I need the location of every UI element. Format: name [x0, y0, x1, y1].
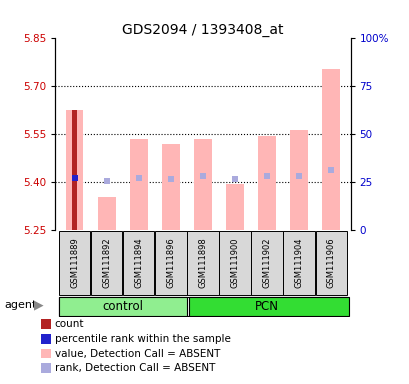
Bar — [91, 231, 122, 295]
Text: control: control — [102, 300, 143, 313]
Title: GDS2094 / 1393408_at: GDS2094 / 1393408_at — [122, 23, 283, 37]
Text: GSM111896: GSM111896 — [166, 238, 175, 288]
Text: GSM111898: GSM111898 — [198, 238, 207, 288]
Bar — [65, 111, 83, 230]
Text: rank, Detection Call = ABSENT: rank, Detection Call = ABSENT — [54, 363, 214, 373]
Bar — [187, 231, 218, 295]
Text: agent: agent — [4, 300, 36, 310]
Bar — [98, 197, 115, 230]
Text: PCN: PCN — [254, 300, 279, 313]
Text: GSM111892: GSM111892 — [102, 238, 111, 288]
Bar — [258, 136, 275, 230]
Bar — [72, 111, 77, 230]
Text: count: count — [54, 319, 84, 329]
Bar — [58, 297, 187, 316]
Bar — [251, 231, 282, 295]
Bar — [59, 231, 90, 295]
Bar — [290, 129, 307, 230]
Bar — [219, 231, 250, 295]
Text: GSM111889: GSM111889 — [70, 238, 79, 288]
Bar — [155, 231, 186, 295]
Bar — [123, 231, 154, 295]
Text: GSM111900: GSM111900 — [230, 238, 239, 288]
Text: value, Detection Call = ABSENT: value, Detection Call = ABSENT — [54, 349, 219, 359]
Bar — [130, 139, 147, 230]
Text: ▶: ▶ — [34, 299, 44, 312]
Bar — [226, 184, 243, 230]
Bar — [315, 231, 346, 295]
Text: GSM111906: GSM111906 — [326, 238, 335, 288]
Bar — [322, 69, 339, 230]
Bar — [283, 231, 314, 295]
Text: GSM111894: GSM111894 — [134, 238, 143, 288]
Text: percentile rank within the sample: percentile rank within the sample — [54, 334, 230, 344]
Bar — [188, 297, 348, 316]
Text: GSM111902: GSM111902 — [262, 238, 271, 288]
Bar — [193, 139, 211, 230]
Bar — [162, 144, 179, 230]
Text: GSM111904: GSM111904 — [294, 238, 303, 288]
